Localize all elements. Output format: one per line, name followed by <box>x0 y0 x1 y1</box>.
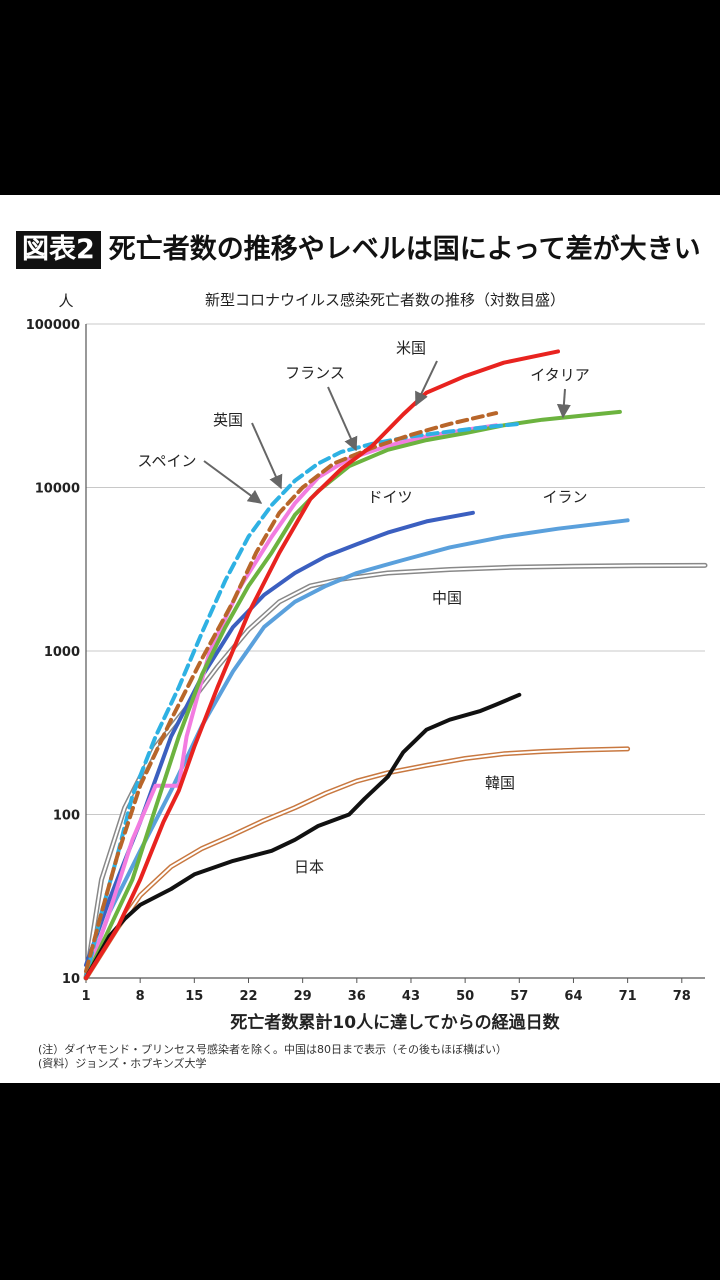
x-axis-title: 死亡者数累計10人に達してからの経過日数 <box>230 1012 560 1033</box>
x-tick-label: 36 <box>348 989 366 1004</box>
figure-panel: 図表2 死亡者数の推移やレベルは国によって差が大きい 新型コロナウイルス感染死亡… <box>0 195 720 1083</box>
label-arrow <box>251 422 283 490</box>
x-tick-label: 1 <box>81 989 90 1004</box>
series-label: 日本 <box>294 858 324 876</box>
x-tick-label: 50 <box>456 989 474 1004</box>
series-line-英国 <box>84 423 499 980</box>
series-line-日本 <box>84 692 522 980</box>
series-line-米国 <box>84 349 560 980</box>
series-line-イラン <box>84 518 630 980</box>
label-arrow <box>203 460 263 504</box>
y-tick-label: 1000 <box>44 645 80 660</box>
series-label: 韓国 <box>485 774 515 792</box>
series-label: イタリア <box>530 366 589 384</box>
x-tick-label: 78 <box>673 989 691 1004</box>
label-arrow <box>415 360 438 407</box>
series-label: ドイツ <box>367 488 412 506</box>
series-line-イタリア <box>84 409 622 980</box>
series-line-スペイン <box>84 421 522 980</box>
y-tick-label: 10 <box>62 972 80 987</box>
x-tick-label: 8 <box>136 989 145 1004</box>
series-line-フランス <box>84 411 499 974</box>
y-tick-label: 10000 <box>35 482 80 497</box>
x-tick-label: 57 <box>510 989 528 1004</box>
figure-note: (注）ダイヤモンド・プリンセス号感染者を除く。中国は80日まで表示（その後もほぼ… <box>38 1043 507 1056</box>
chart-title: 新型コロナウイルス感染死亡者数の推移（対数目盛） <box>205 291 565 309</box>
x-tick-label: 22 <box>239 989 257 1004</box>
series-label: 中国 <box>432 589 462 607</box>
x-tick-label: 43 <box>402 989 420 1004</box>
x-tick-label: 29 <box>294 989 312 1004</box>
line-chart: 新型コロナウイルス感染死亡者数の推移（対数目盛） 人 10 100 1000 10000 1… <box>26 291 708 1033</box>
y-tick-label: 100 <box>53 809 80 824</box>
x-tick-label: 15 <box>185 989 203 1004</box>
figure-header: 図表2 死亡者数の推移やレベルは国によって差が大きい <box>16 229 701 271</box>
series-label: イラン <box>542 488 587 506</box>
label-arrow <box>327 386 358 452</box>
series-label: スペイン <box>138 452 197 470</box>
series-label: 米国 <box>396 339 426 357</box>
x-tick-label: 64 <box>564 989 582 1004</box>
series-line-outer <box>83 746 631 981</box>
y-tick-label: 100000 <box>26 318 80 333</box>
figure-source: (資料）ジョンズ・ホプキンズ大学 <box>38 1057 207 1070</box>
series-line-韓国 <box>85 747 629 979</box>
figure-label: 図表2 <box>16 231 101 269</box>
x-tick-label: 71 <box>619 989 637 1004</box>
series-label: 英国 <box>213 411 243 429</box>
figure-title: 死亡者数の推移やレベルは国によって差が大きい <box>108 234 701 265</box>
y-axis-label: 人 <box>58 292 73 310</box>
series-label: フランス <box>285 364 345 382</box>
label-arrow <box>556 388 571 419</box>
